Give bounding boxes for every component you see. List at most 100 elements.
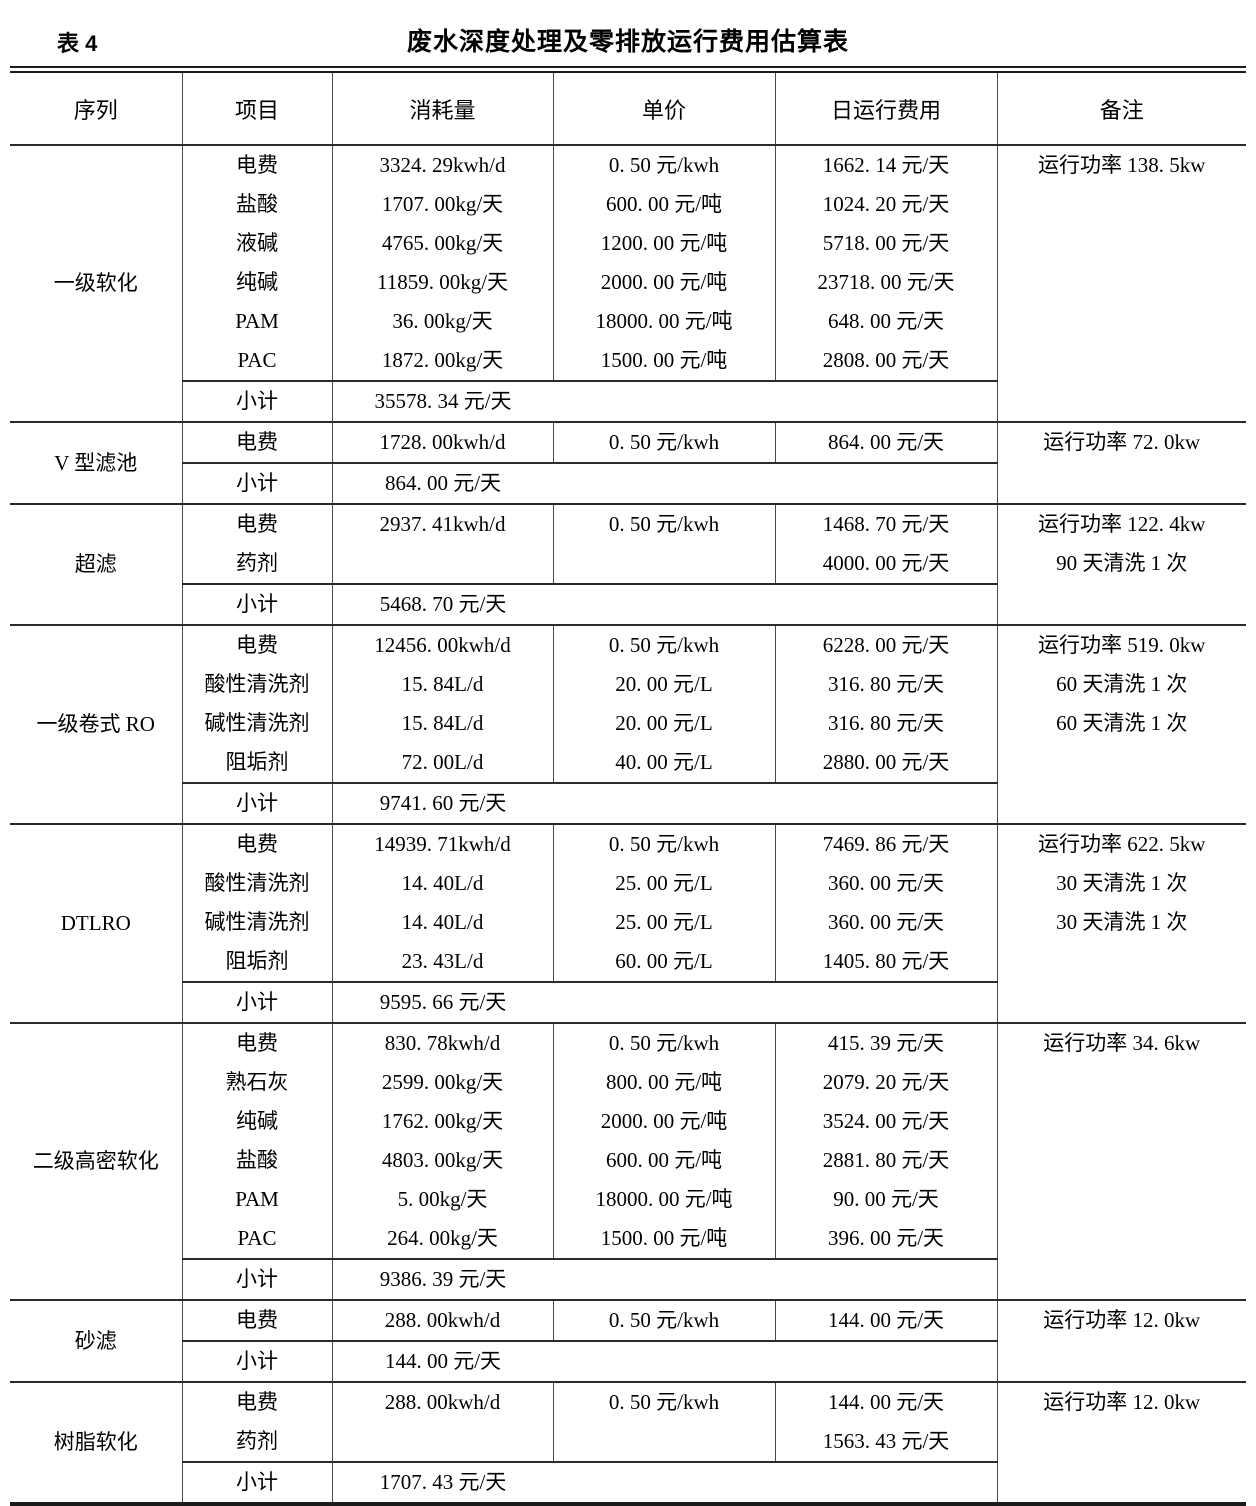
- column-header-2: 消耗量: [331, 69, 553, 146]
- daily-cost-cell: 1563. 43 元/天: [774, 1422, 997, 1462]
- table-number: 表 4: [57, 31, 98, 56]
- table-caption: 表 4 废水深度处理及零排放运行费用估算表: [10, 20, 1246, 66]
- daily-cost-cell: 2881. 80 元/天: [774, 1141, 997, 1180]
- item-row: 树脂软化 电费 288. 00kwh/d 0. 50 元/kwh 144. 00 元/天…: [10, 1381, 1246, 1504]
- remark-line: [998, 1180, 1246, 1219]
- unit-price-cell: 25. 00 元/L: [552, 864, 775, 903]
- item-row: 盐酸 4803. 00kg/天 600. 00 元/吨 2881. 80 元/天: [10, 1141, 1246, 1180]
- table-header: 序列 项目 消耗量 单价 日运行费用 备注: [10, 69, 1246, 146]
- subtotal-row: 小计 9595. 66 元/天: [10, 981, 1246, 1023]
- remark-line: 运行功率 72. 0kw: [1043, 430, 1201, 454]
- item-row: 纯碱 11859. 00kg/天 2000. 00 元/吨 23718. 00 元/天: [10, 263, 1246, 302]
- consumption-cell: 288. 00kwh/d: [331, 1299, 553, 1341]
- subtotal-label: 小计: [181, 981, 332, 1023]
- consumption-cell: 1762. 00kg/天: [331, 1102, 553, 1141]
- item-row: 纯碱 1762. 00kg/天 2000. 00 元/吨 3524. 00 元/天: [10, 1102, 1246, 1141]
- unit-price-cell: [552, 1422, 775, 1462]
- item-cell: 电费: [181, 823, 332, 864]
- item-row: V 型滤池 电费 1728. 00kwh/d 0. 50 元/kwh 864. 00 元…: [10, 421, 1246, 504]
- consumption-cell: 36. 00kg/天: [331, 302, 553, 341]
- remark-line: [998, 743, 1246, 782]
- consumption-cell: 72. 00L/d: [331, 743, 553, 783]
- daily-cost-cell: 1468. 70 元/天: [774, 503, 997, 544]
- remark-cell: 运行功率 519. 0kw 60 天清洗 1 次 60 天清洗 1 次: [996, 624, 1246, 824]
- sequence-cell: 一级软化: [10, 144, 182, 422]
- item-row: 药剂 4000. 00 元/天: [10, 544, 1246, 584]
- subtotal-value: 864. 00 元/天: [331, 462, 997, 504]
- remark-line: 90 天清洗 1 次: [1056, 551, 1188, 575]
- remark-line: [998, 302, 1246, 341]
- daily-cost-cell: 2880. 00 元/天: [774, 743, 997, 783]
- item-row: PAC 1872. 00kg/天 1500. 00 元/吨 2808. 00 元/天: [10, 341, 1246, 381]
- item-cell: 碱性清洗剂: [181, 704, 332, 743]
- remark-line: 运行功率 34. 6kw: [1043, 1031, 1201, 1055]
- consumption-cell: 2937. 41kwh/d: [331, 503, 553, 544]
- item-cell: 盐酸: [181, 185, 332, 224]
- item-cell: PAM: [181, 302, 332, 341]
- item-row: 一级卷式 RO 电费 12456. 00kwh/d 0. 50 元/kwh 6228. …: [10, 624, 1246, 824]
- daily-cost-cell: 2808. 00 元/天: [774, 341, 997, 381]
- item-cell: 纯碱: [181, 263, 332, 302]
- unit-price-cell: 20. 00 元/L: [552, 665, 775, 704]
- cost-table: 序列 项目 消耗量 单价 日运行费用 备注 一级软化 电费 3324. 29kwh/d 0. 5…: [10, 66, 1246, 1506]
- remark-line: 运行功率 138. 5kw: [1038, 153, 1206, 177]
- item-row: DTLRO 电费 14939. 71kwh/d 0. 50 元/kwh 7469. 86…: [10, 823, 1246, 1023]
- unit-price-cell: 0. 50 元/kwh: [552, 1381, 775, 1422]
- remark-line: [998, 1219, 1246, 1258]
- daily-cost-cell: 316. 80 元/天: [774, 704, 997, 743]
- item-cell: 碱性清洗剂: [181, 903, 332, 942]
- unit-price-cell: 2000. 00 元/吨: [552, 263, 775, 302]
- item-row: 一级软化 电费 3324. 29kwh/d 0. 50 元/kwh 1662. 14 元…: [10, 144, 1246, 422]
- subtotal-amount: 5468. 70 元/天: [379, 592, 507, 616]
- unit-price-cell: 18000. 00 元/吨: [552, 1180, 775, 1219]
- subtotal-row: 小计 864. 00 元/天: [10, 462, 1246, 504]
- unit-price-cell: 25. 00 元/L: [552, 903, 775, 942]
- remark-line: [998, 341, 1246, 380]
- item-row: 超滤 电费 2937. 41kwh/d 0. 50 元/kwh 1468. 70 元/天…: [10, 503, 1246, 625]
- daily-cost-cell: 415. 39 元/天: [774, 1022, 997, 1063]
- consumption-cell: 3324. 29kwh/d: [331, 144, 553, 185]
- unit-price-cell: 1200. 00 元/吨: [552, 224, 775, 263]
- item-row: PAM 36. 00kg/天 18000. 00 元/吨 648. 00 元/天: [10, 302, 1246, 341]
- daily-cost-cell: 1405. 80 元/天: [774, 942, 997, 982]
- consumption-cell: 11859. 00kg/天: [331, 263, 553, 302]
- item-row: 砂滤 电费 288. 00kwh/d 0. 50 元/kwh 144. 00 元/天 运行…: [10, 1299, 1246, 1382]
- item-cell: 电费: [181, 1022, 332, 1063]
- daily-cost-cell: 144. 00 元/天: [774, 1299, 997, 1341]
- page-title: 废水深度处理及零排放运行费用估算表: [406, 28, 849, 56]
- remark-line: [998, 1422, 1246, 1461]
- subtotal-label: 小计: [181, 462, 332, 504]
- consumption-cell: 1728. 00kwh/d: [331, 421, 553, 463]
- daily-cost-cell: 5718. 00 元/天: [774, 224, 997, 263]
- remark-line: 30 天清洗 1 次: [1056, 871, 1188, 895]
- subtotal-amount: 35578. 34 元/天: [374, 389, 512, 413]
- item-row: 熟石灰 2599. 00kg/天 800. 00 元/吨 2079. 20 元/天: [10, 1063, 1246, 1102]
- unit-price-cell: 0. 50 元/kwh: [552, 144, 775, 185]
- remark-cell: 运行功率 12. 0kw: [996, 1299, 1246, 1382]
- subtotal-label: 小计: [181, 1258, 332, 1300]
- daily-cost-cell: 3524. 00 元/天: [774, 1102, 997, 1141]
- subtotal-value: 144. 00 元/天: [331, 1340, 997, 1382]
- table-body: 一级软化 电费 3324. 29kwh/d 0. 50 元/kwh 1662. 14 元…: [10, 144, 1246, 1504]
- item-cell: PAM: [181, 1180, 332, 1219]
- subtotal-amount: 9595. 66 元/天: [379, 990, 507, 1014]
- column-header-5: 备注: [996, 69, 1246, 146]
- daily-cost-cell: 2079. 20 元/天: [774, 1063, 997, 1102]
- remark-line: [998, 185, 1246, 224]
- subtotal-value: 9741. 60 元/天: [331, 782, 997, 824]
- subtotal-value: 35578. 34 元/天: [331, 380, 997, 422]
- unit-price-cell: 0. 50 元/kwh: [552, 421, 775, 463]
- unit-price-cell: 2000. 00 元/吨: [552, 1102, 775, 1141]
- sequence-cell: 超滤: [10, 503, 182, 625]
- remark-line: 60 天清洗 1 次: [1056, 711, 1188, 735]
- remark-cell: 运行功率 138. 5kw: [996, 144, 1246, 422]
- consumption-cell: 1872. 00kg/天: [331, 341, 553, 381]
- item-cell: 酸性清洗剂: [181, 665, 332, 704]
- consumption-cell: 15. 84L/d: [331, 665, 553, 704]
- item-cell: PAC: [181, 341, 332, 381]
- item-cell: 药剂: [181, 544, 332, 584]
- daily-cost-cell: 1662. 14 元/天: [774, 144, 997, 185]
- subtotal-value: 9386. 39 元/天: [331, 1258, 997, 1300]
- unit-price-cell: 60. 00 元/L: [552, 942, 775, 982]
- remark-line: 运行功率 122. 4kw: [1038, 512, 1206, 536]
